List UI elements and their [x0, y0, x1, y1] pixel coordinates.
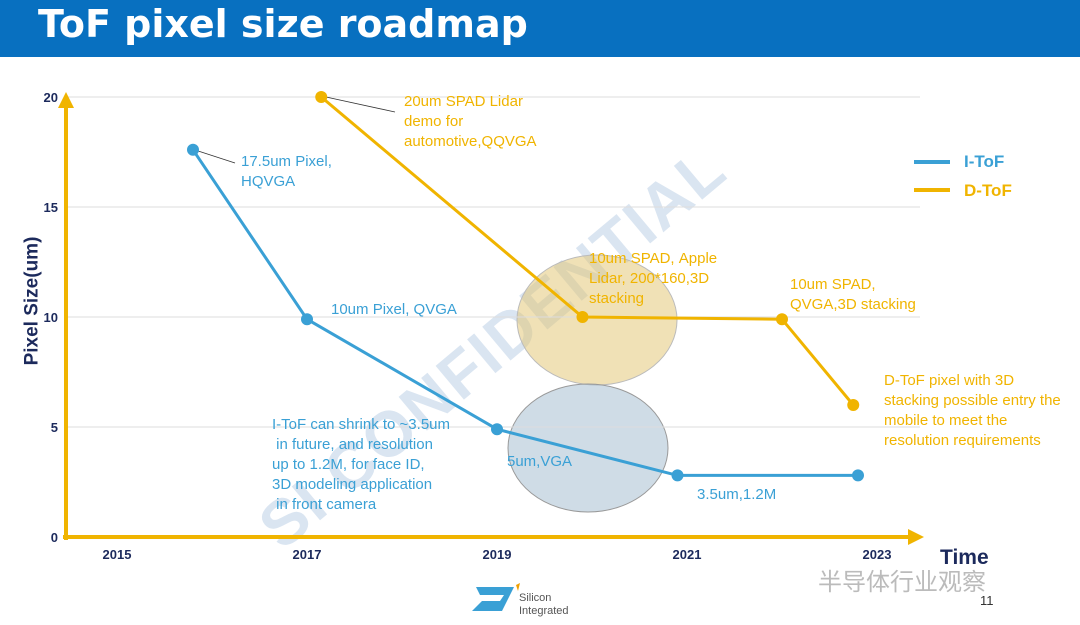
x-tick-label: 2021 — [673, 547, 702, 562]
data-point-i-tof — [671, 469, 684, 482]
series-line-d-tof — [320, 95, 855, 406]
page-title: ToF pixel size roadmap — [38, 2, 528, 46]
y-axis-arrow — [58, 92, 74, 108]
x-tick-label: 2019 — [483, 547, 512, 562]
x-tick-label: 2015 — [103, 547, 132, 562]
y-tick-label: 5 — [51, 420, 58, 435]
annotation-label: 10um Pixel, QVGA — [331, 301, 457, 318]
x-tick-label: 2017 — [293, 547, 322, 562]
data-point-d-tof — [576, 311, 589, 323]
x-tick-label: 2023 — [863, 547, 892, 562]
leader-line — [325, 96, 396, 113]
data-point-i-tof — [491, 423, 503, 436]
annotation-label: 10um SPAD, Apple Lidar, 200*160,3D stackin… — [589, 250, 718, 307]
wechat-watermark: 半导体行业观察 — [818, 569, 986, 596]
annotation-label: 17.5um Pixel, HQVGA — [241, 153, 332, 190]
y-axis-label: Pixel Size(um) — [21, 236, 43, 366]
legend-itof: I-ToF — [964, 152, 1005, 171]
annotation-label: 10um SPAD, QVGA,3D stacking — [790, 276, 916, 313]
data-point-d-tof — [776, 313, 788, 326]
highlight-ellipse-itof — [507, 383, 669, 513]
logo-text: Silicon Integrated — [519, 592, 569, 617]
annotation-label: I-ToF can shrink to ~3.5um in future, an… — [272, 416, 450, 513]
data-point-i-tof — [852, 469, 864, 482]
y-tick-label: 0 — [51, 530, 58, 545]
y-tick-label: 10 — [44, 310, 58, 325]
annotation-label: 5um,VGA — [507, 453, 573, 470]
page-number: 11 — [980, 593, 994, 608]
leader-line — [191, 148, 236, 164]
data-point-d-tof — [315, 91, 328, 103]
title-bar: ToF pixel size roadmap — [0, 0, 1080, 57]
x-axis-label: Time — [940, 546, 989, 569]
y-tick-label: 15 — [44, 200, 58, 215]
annotation-label: D-ToF pixel with 3D stacking possible ent… — [884, 372, 1061, 449]
legend-dtof: D-ToF — [964, 181, 1012, 200]
x-axis-arrow — [908, 529, 924, 545]
silicon-integrated-logo — [472, 583, 528, 615]
data-point-i-tof — [187, 143, 199, 156]
annotation-label: 3.5um,1.2M — [697, 486, 777, 503]
annotation-label: 20um SPAD Lidar demo for automotive,QQVGA — [404, 93, 537, 150]
y-tick-label: 20 — [44, 90, 58, 105]
data-point-i-tof — [301, 313, 313, 326]
data-point-d-tof — [847, 399, 860, 411]
